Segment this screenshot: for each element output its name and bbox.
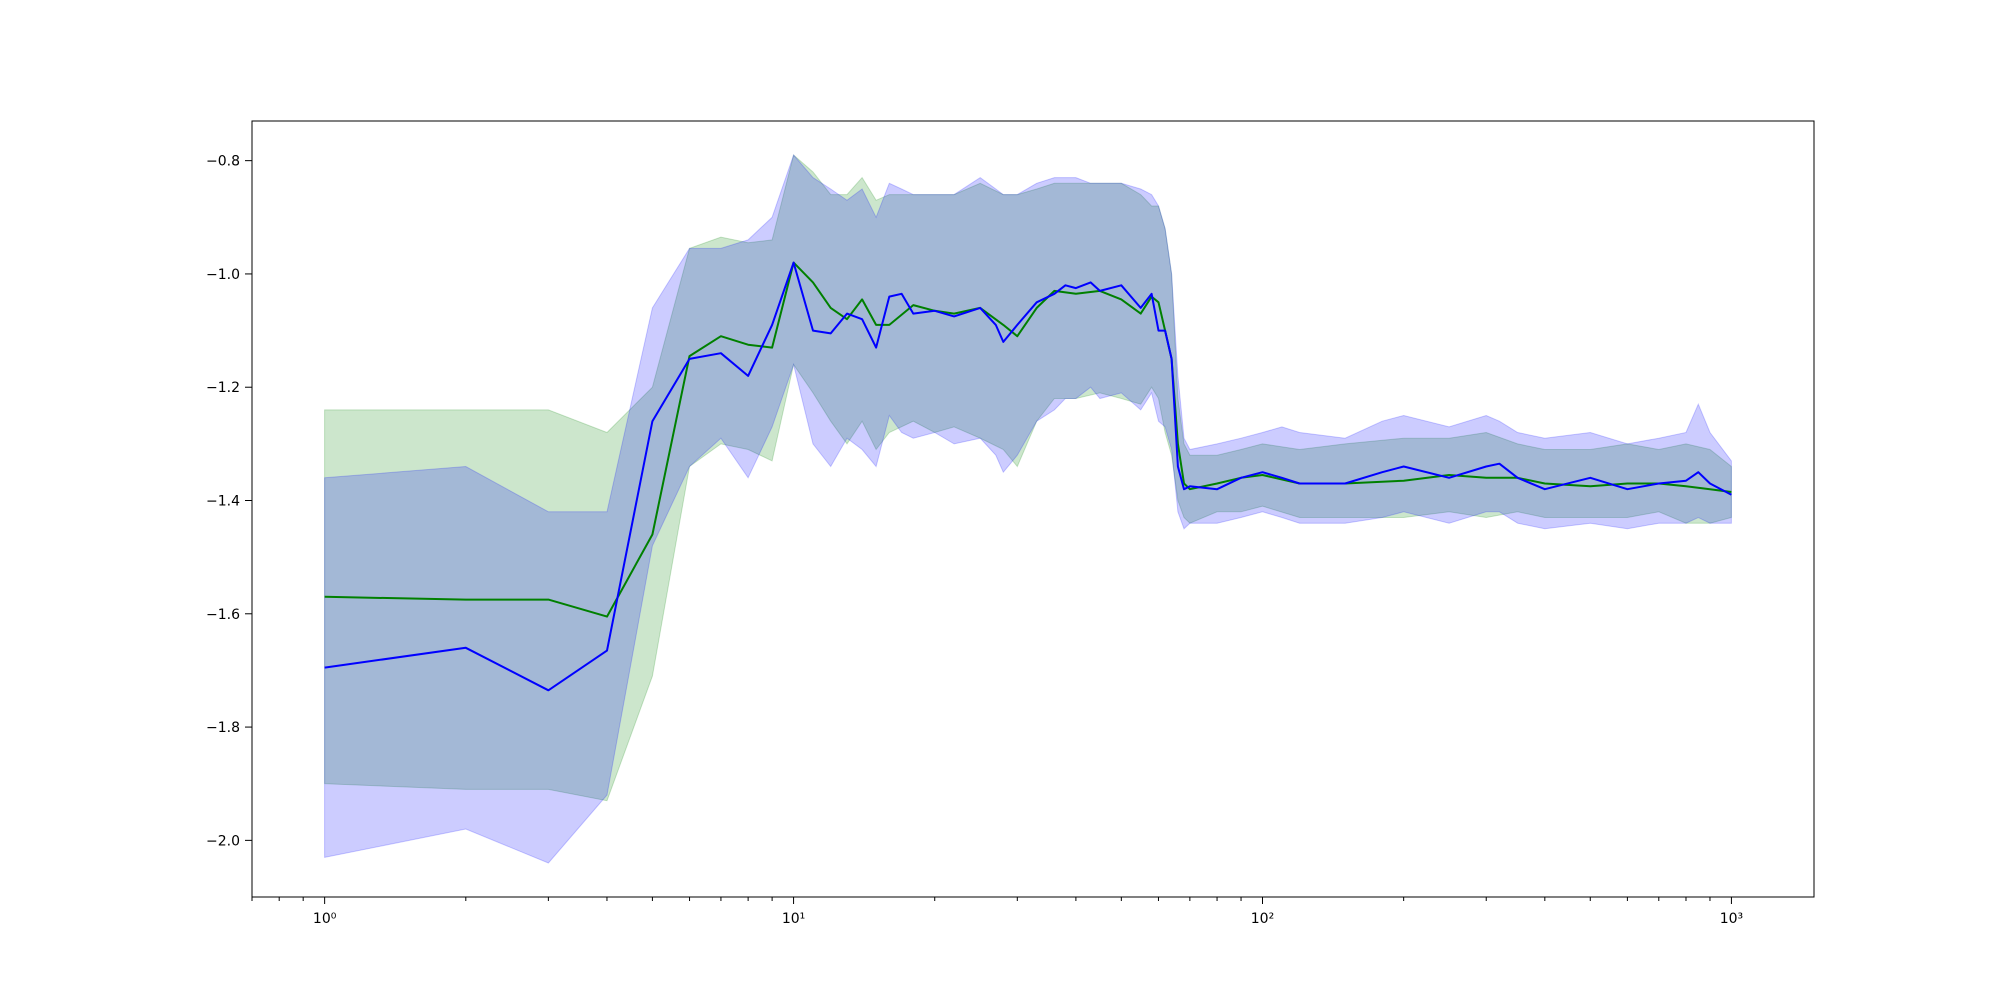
y-axis: −0.8 −1.0 −1.2 −1.4 −1.6 −1.8 −2.0 [206,154,252,849]
y-tick-label: −1.6 [206,607,240,623]
band-series-1 [324,154,1732,802]
plot-area-frame [251,120,1815,898]
confidence-bands [324,154,1732,864]
band-series-2 [324,154,1732,864]
x-tick-label: 10³ [1720,911,1743,927]
x-tick-label: 10² [1251,911,1274,927]
y-tick-label: −1.4 [206,494,240,510]
line-series-2 [324,261,1732,692]
y-tick-label: −0.8 [206,154,240,170]
x-tick-label: 10⁰ [313,911,337,927]
series-lines [324,261,1732,692]
x-axis: 10⁰ 10¹ 10² 10³ [251,897,1743,927]
x-tick-label: 10¹ [782,911,805,927]
y-tick-label: −1.0 [206,267,240,283]
y-tick-label: −2.0 [206,833,240,849]
y-tick-label: −1.8 [206,720,240,736]
y-tick-label: −1.2 [206,380,240,396]
